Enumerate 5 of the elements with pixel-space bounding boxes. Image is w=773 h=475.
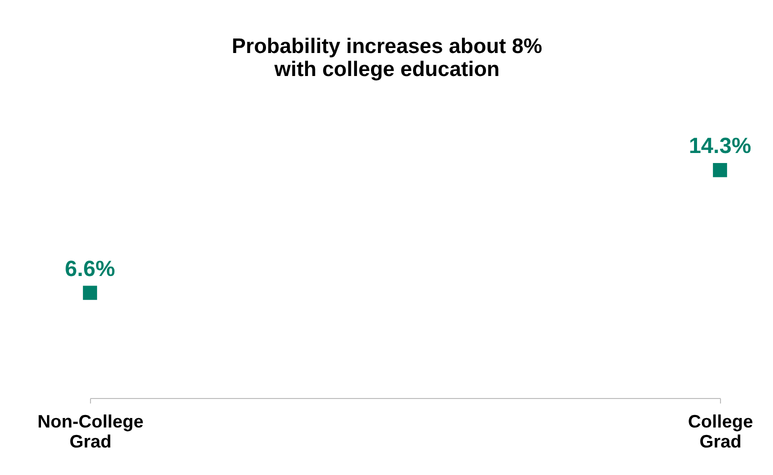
x-tick-label: College Grad bbox=[688, 412, 754, 452]
chart-title: Probability increases about 8% with college education bbox=[232, 35, 543, 82]
x-tick-label: Non-College Grad bbox=[38, 412, 144, 452]
data-label: 6.6% bbox=[64, 256, 116, 281]
data-label: 14.3% bbox=[688, 133, 752, 158]
